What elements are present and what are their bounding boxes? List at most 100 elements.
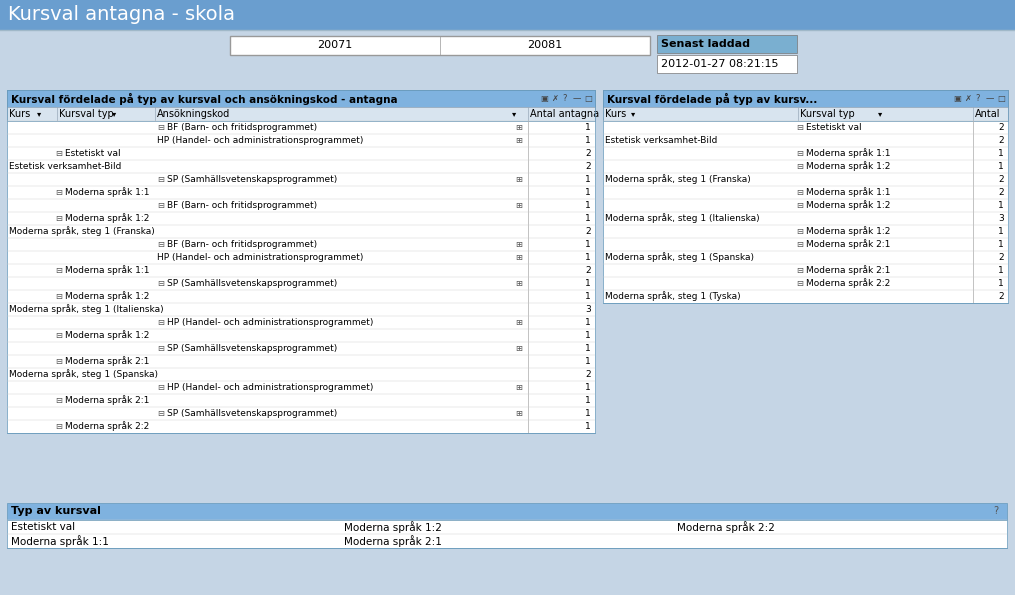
Text: Moderna språk 1:2: Moderna språk 1:2	[65, 214, 149, 224]
Text: 3: 3	[586, 305, 591, 314]
Bar	[7, 107, 595, 121]
Text: ▣: ▣	[953, 94, 961, 103]
Text: Moderna språk, steg 1 (Italienska): Moderna språk, steg 1 (Italienska)	[9, 305, 163, 314]
Text: ▾: ▾	[512, 109, 517, 118]
Bar	[7, 121, 595, 433]
Text: ⊞: ⊞	[515, 175, 522, 184]
Text: ⊟: ⊟	[55, 214, 62, 223]
Text: ⊟: ⊟	[55, 357, 62, 366]
Text: ⊟: ⊟	[55, 396, 62, 405]
Text: Moderna språk 1:1: Moderna språk 1:1	[11, 535, 109, 547]
Text: ▾: ▾	[112, 109, 117, 118]
Text: Estetiskt val: Estetiskt val	[65, 149, 121, 158]
Text: 1: 1	[586, 253, 591, 262]
Text: HP (Handel- och administrationsprogrammet): HP (Handel- och administrationsprogramme…	[167, 383, 374, 392]
Text: 1: 1	[998, 227, 1004, 236]
Text: 2: 2	[586, 149, 591, 158]
Text: 2: 2	[999, 175, 1004, 184]
Text: 1: 1	[586, 292, 591, 301]
Bar	[657, 35, 797, 53]
Text: ⊞: ⊞	[515, 201, 522, 210]
Text: Moderna språk, steg 1 (Spanska): Moderna språk, steg 1 (Spanska)	[605, 252, 754, 262]
Text: SP (Samhällsvetenskapsprogrammet): SP (Samhällsvetenskapsprogrammet)	[167, 175, 337, 184]
Text: Moderna språk 2:1: Moderna språk 2:1	[806, 265, 890, 275]
Text: ⊟: ⊟	[796, 201, 803, 210]
Text: Moderna språk 1:1: Moderna språk 1:1	[65, 265, 149, 275]
Text: Kursval typ: Kursval typ	[800, 109, 855, 119]
Text: ⊟: ⊟	[157, 279, 164, 288]
Text: ▾: ▾	[631, 109, 635, 118]
Text: 3: 3	[998, 214, 1004, 223]
Text: ⊟: ⊟	[55, 422, 62, 431]
Text: 1: 1	[586, 409, 591, 418]
Text: 1: 1	[586, 422, 591, 431]
Text: 2: 2	[999, 292, 1004, 301]
Text: HP (Handel- och administrationsprogrammet): HP (Handel- och administrationsprogramme…	[157, 253, 363, 262]
Text: 2: 2	[999, 253, 1004, 262]
Text: 1: 1	[586, 175, 591, 184]
Text: ⊟: ⊟	[157, 123, 164, 132]
Text: Typ av kursval: Typ av kursval	[11, 506, 100, 516]
Text: 20071: 20071	[318, 40, 352, 51]
Text: ⊞: ⊞	[515, 136, 522, 145]
Bar	[7, 90, 595, 107]
Text: ✗: ✗	[964, 94, 971, 103]
Text: ⊞: ⊞	[515, 279, 522, 288]
Text: 1: 1	[586, 279, 591, 288]
Text: ⊟: ⊟	[796, 162, 803, 171]
Bar	[657, 55, 797, 73]
Bar	[850, 550, 1015, 595]
Text: ⊟: ⊟	[796, 227, 803, 236]
Text: ⊞: ⊞	[515, 240, 522, 249]
Text: 1: 1	[586, 396, 591, 405]
Text: Moderna språk 1:2: Moderna språk 1:2	[65, 331, 149, 340]
Text: HP (Handel- och administrationsprogrammet): HP (Handel- och administrationsprogramme…	[167, 318, 374, 327]
Text: BF (Barn- och fritidsprogrammet): BF (Barn- och fritidsprogrammet)	[167, 240, 317, 249]
Text: 2012-01-27 08:21:15: 2012-01-27 08:21:15	[661, 59, 779, 69]
Text: BF (Barn- och fritidsprogrammet): BF (Barn- och fritidsprogrammet)	[167, 123, 317, 132]
Text: SP (Samhällsvetenskapsprogrammet): SP (Samhällsvetenskapsprogrammet)	[167, 344, 337, 353]
Text: ⊟: ⊟	[796, 123, 803, 132]
Text: Estetisk verksamhet-Bild: Estetisk verksamhet-Bild	[9, 162, 122, 171]
Text: Kursval fördelade på typ av kursval och ansökningskod - antagna: Kursval fördelade på typ av kursval och …	[11, 92, 398, 105]
Text: ⊟: ⊟	[55, 292, 62, 301]
Text: 1: 1	[586, 136, 591, 145]
Text: ⊟: ⊟	[55, 149, 62, 158]
Text: ?: ?	[562, 94, 566, 103]
Text: Moderna språk, steg 1 (Spanska): Moderna språk, steg 1 (Spanska)	[9, 369, 158, 380]
Text: 1: 1	[586, 383, 591, 392]
Text: Kursval typ: Kursval typ	[59, 109, 114, 119]
Text: Moderna språk 1:2: Moderna språk 1:2	[65, 292, 149, 302]
Text: Moderna språk 1:1: Moderna språk 1:1	[806, 149, 890, 158]
Text: BF (Barn- och fritidsprogrammet): BF (Barn- och fritidsprogrammet)	[167, 201, 317, 210]
Text: 20081: 20081	[528, 40, 562, 51]
Text: Moderna språk 1:1: Moderna språk 1:1	[806, 187, 890, 198]
Text: ⊟: ⊟	[157, 344, 164, 353]
Text: SP (Samhällsvetenskapsprogrammet): SP (Samhällsvetenskapsprogrammet)	[167, 409, 337, 418]
Text: 2: 2	[586, 266, 591, 275]
Text: ⊞: ⊞	[515, 344, 522, 353]
Text: —: —	[573, 94, 582, 103]
Text: 1: 1	[586, 201, 591, 210]
Text: ?: ?	[993, 506, 998, 516]
Text: ⊟: ⊟	[796, 240, 803, 249]
Text: Moderna språk 2:1: Moderna språk 2:1	[65, 356, 149, 367]
Text: HP (Handel- och administrationsprogrammet): HP (Handel- och administrationsprogramme…	[157, 136, 363, 145]
Text: 1: 1	[586, 123, 591, 132]
Text: Moderna språk 2:2: Moderna språk 2:2	[806, 278, 890, 289]
Text: Moderna språk 2:1: Moderna språk 2:1	[344, 535, 442, 547]
Text: 1: 1	[586, 357, 591, 366]
Text: ▾: ▾	[37, 109, 42, 118]
Text: 1: 1	[998, 279, 1004, 288]
Text: Moderna språk 1:1: Moderna språk 1:1	[65, 187, 149, 198]
Text: ⊟: ⊟	[157, 240, 164, 249]
Text: ⊟: ⊟	[796, 188, 803, 197]
Text: ?: ?	[975, 94, 979, 103]
Bar	[0, 0, 1015, 30]
Text: ⊞: ⊞	[515, 409, 522, 418]
Text: 2: 2	[586, 370, 591, 379]
Text: ▾: ▾	[878, 109, 882, 118]
Text: Moderna språk 1:2: Moderna språk 1:2	[806, 201, 890, 211]
Text: ⊟: ⊟	[157, 383, 164, 392]
Text: Moderna språk 1:2: Moderna språk 1:2	[344, 521, 442, 533]
